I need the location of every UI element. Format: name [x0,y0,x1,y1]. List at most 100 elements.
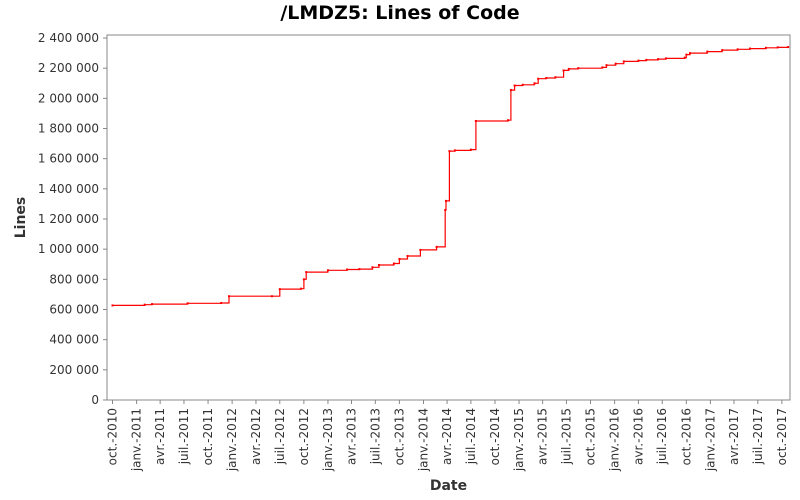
data-point [151,303,154,306]
y-tick-label: 2 200 000 [38,61,99,75]
data-point [435,245,438,248]
x-tick-label: oct.-2014 [488,408,502,465]
y-tick-label: 600 000 [49,303,99,317]
y-tick-label: 800 000 [49,272,99,286]
y-tick-label: 2 400 000 [38,31,99,45]
data-point [398,257,401,260]
y-tick-label: 400 000 [49,333,99,347]
x-axis: oct.-2010 janv.-2011 avr.-2011 juil.-2011 oc… [105,400,789,472]
data-point [533,82,536,85]
data-point [474,119,477,122]
data-point [614,62,617,65]
y-axis: 0 200 000 400 000 600 000 800 000 1 000 000 1 … [38,31,107,407]
x-tick-label: juil.-2016 [655,408,669,465]
data-point [507,119,510,122]
data-point [721,49,724,52]
data-point [278,288,281,291]
data-point [736,48,739,51]
data-point [377,264,380,267]
x-tick-label: janv.-2016 [608,408,622,472]
data-point [346,268,349,271]
data-point [186,302,189,305]
data-point [537,77,540,80]
data-point [302,278,305,281]
x-tick-label: janv.-2014 [416,408,430,472]
y-tick-label: 1 000 000 [38,242,99,256]
data-point [685,53,688,56]
data-point [764,46,767,49]
x-tick-label: avr.-2014 [440,408,454,465]
y-tick-label: 1 400 000 [38,182,99,196]
x-tick-label: janv.-2013 [321,408,335,472]
x-tick-label: janv.-2015 [512,408,526,472]
x-tick-label: janv.-2012 [225,408,239,472]
data-point [683,56,686,59]
x-tick-label: oct.-2017 [775,408,789,465]
data-point [358,268,361,271]
data-point [545,76,548,79]
x-tick-label: avr.-2012 [249,408,263,465]
data-point [509,89,512,92]
x-tick-label: avr.-2013 [345,408,359,465]
data-point [111,304,114,307]
x-tick-label: juil.-2015 [559,408,573,465]
data-point [562,69,565,72]
data-point [664,57,667,60]
data-point [469,148,472,151]
x-tick-label: oct.-2015 [584,408,598,465]
data-point [448,150,451,153]
data-point [305,271,308,274]
y-tick-label: 200 000 [49,363,99,377]
x-tick-label: avr.-2015 [536,408,550,465]
y-tick-label: 1 800 000 [38,122,99,136]
series-layer [111,46,790,307]
data-point [657,58,660,61]
x-tick-label: juil.-2014 [464,408,478,465]
data-point [220,302,223,305]
data-point [748,47,751,50]
data-point [270,295,273,298]
data-point [406,254,409,257]
x-tick-label: avr.-2017 [727,408,741,465]
data-point [601,66,604,69]
data-point [776,46,779,49]
y-tick-label: 1 600 000 [38,152,99,166]
x-tick-label: juil.-2012 [273,408,287,465]
data-point [227,295,230,298]
data-point [513,84,516,87]
x-tick-label: juil.-2017 [751,408,765,465]
data-point [645,58,648,61]
data-point [143,303,146,306]
y-tick-label: 2 000 000 [38,91,99,105]
x-tick-label: janv.-2017 [703,408,717,472]
y-tick-label: 1 200 000 [38,212,99,226]
data-point [419,248,422,251]
y-axis-title: Lines [13,197,29,239]
plot-area [106,34,791,401]
data-point [326,269,329,272]
data-point [554,76,557,79]
chart-title: /LMDZ5: Lines of Code [280,2,520,24]
data-point [453,149,456,152]
x-tick-label: avr.-2011 [153,408,167,465]
x-tick-label: juil.-2011 [177,408,191,465]
data-point [445,199,448,202]
data-point [688,52,691,55]
x-tick-label: oct.-2011 [201,408,215,465]
data-point [577,67,580,70]
data-point [706,50,709,53]
data-point [622,60,625,63]
data-point [444,208,447,211]
data-point [567,67,570,70]
y-tick-label: 0 [91,393,99,407]
x-axis-title: Date [430,478,467,494]
x-tick-label: avr.-2016 [631,408,645,465]
data-point [371,266,374,269]
data-point [299,287,302,290]
x-tick-label: oct.-2010 [105,408,119,465]
data-point [637,59,640,62]
x-tick-label: oct.-2012 [297,408,311,465]
x-tick-label: juil.-2013 [368,408,382,465]
data-point [521,83,524,86]
x-tick-label: oct.-2013 [392,408,406,465]
